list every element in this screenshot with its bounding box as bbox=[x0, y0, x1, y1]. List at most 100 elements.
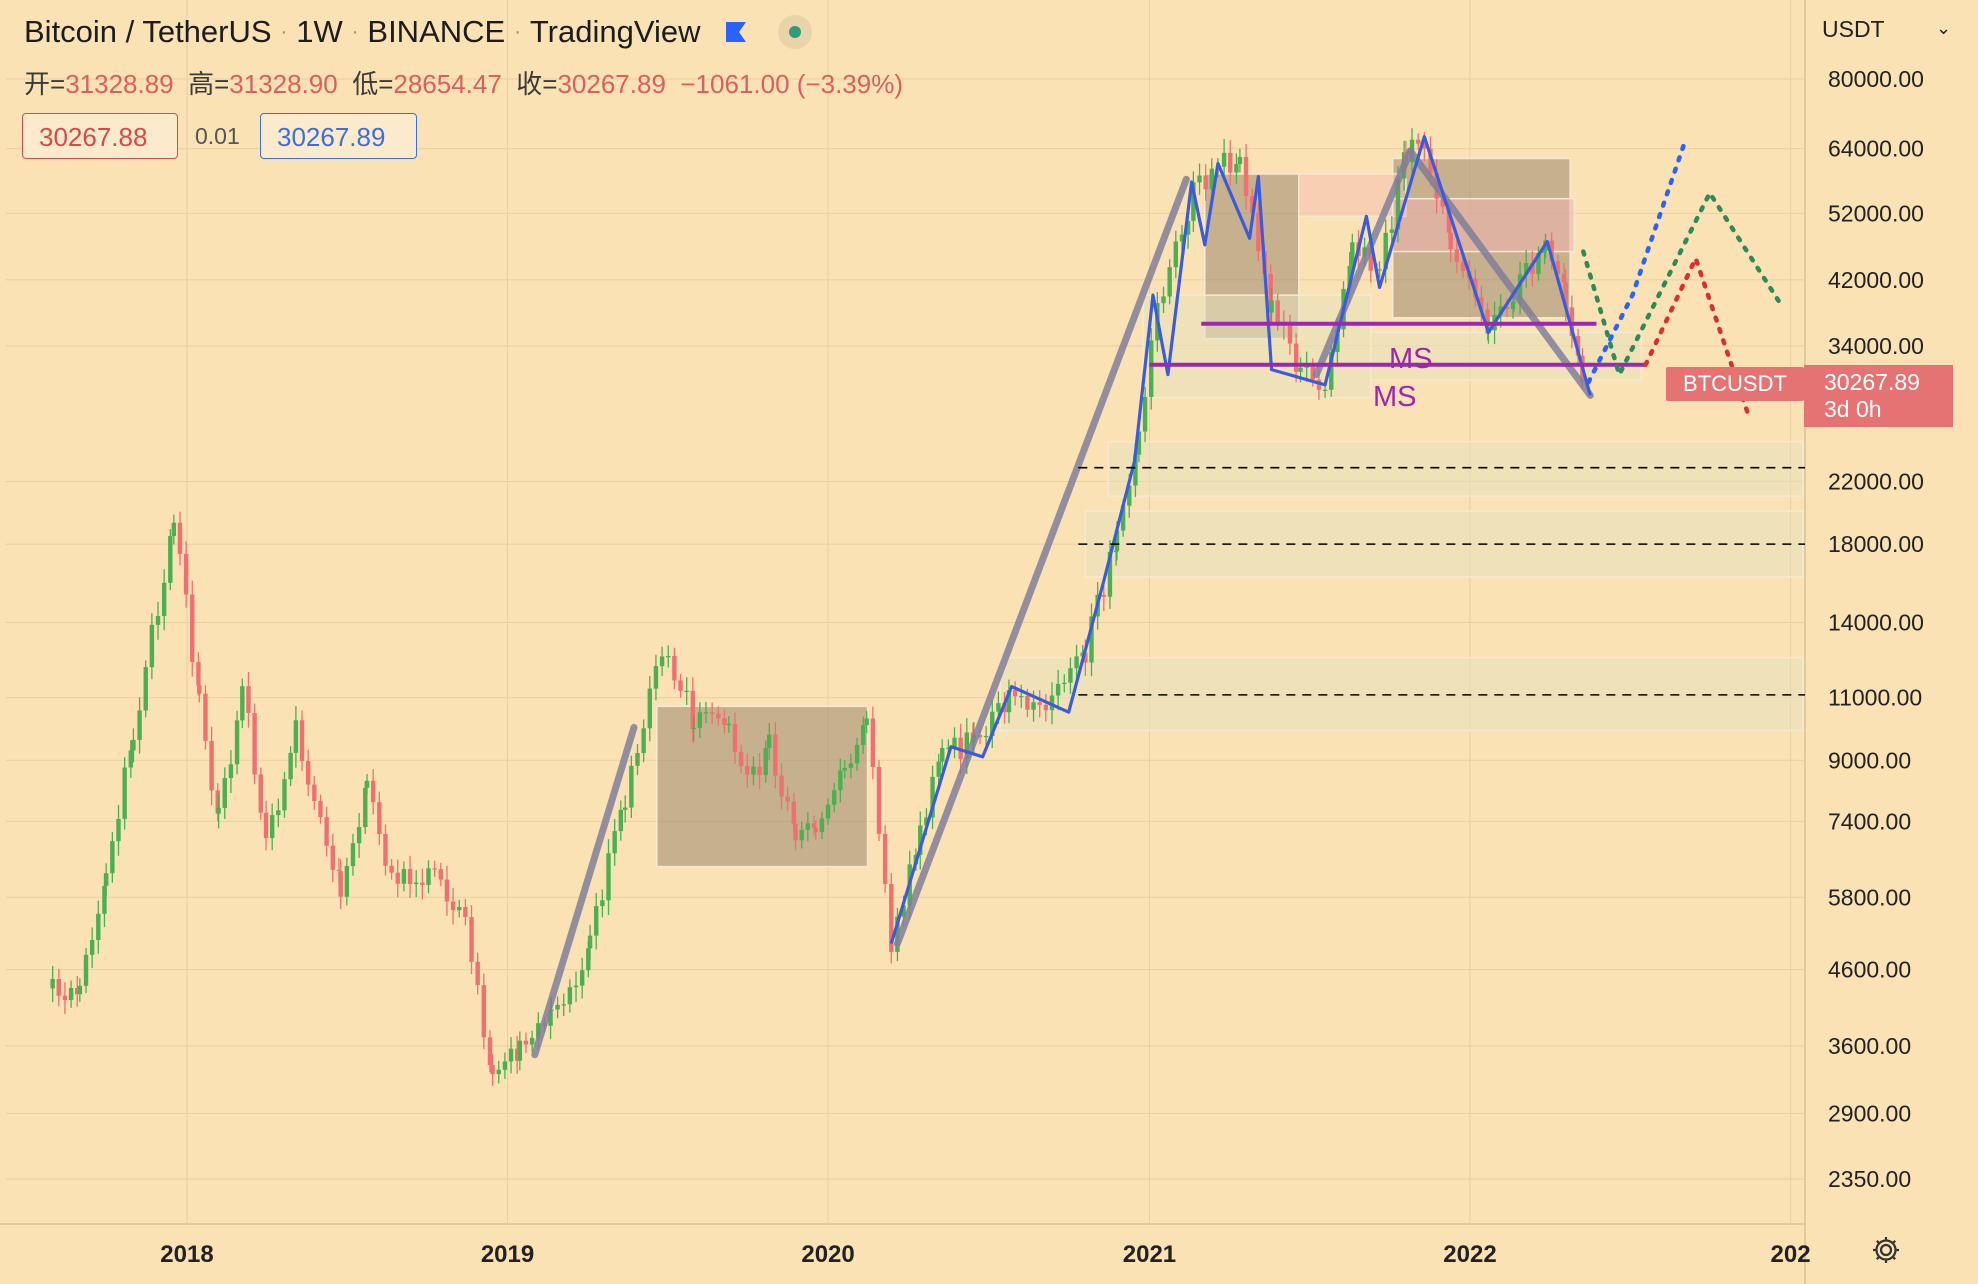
candle-body bbox=[918, 825, 923, 855]
candle-body bbox=[561, 1004, 566, 1006]
last-price-value: 30267.89 bbox=[1824, 369, 1920, 395]
flag-icon[interactable] bbox=[724, 20, 748, 44]
candle-body bbox=[324, 817, 329, 846]
candle-body bbox=[288, 752, 293, 780]
candle-body bbox=[216, 807, 221, 814]
candle-body bbox=[1237, 156, 1243, 165]
time-tick-label: 2019 bbox=[481, 1241, 534, 1268]
candle-body bbox=[122, 767, 127, 819]
gear-icon[interactable] bbox=[1870, 1234, 1902, 1266]
price-tick-label: 34000.00 bbox=[1828, 333, 1924, 359]
candle-body bbox=[1089, 616, 1094, 663]
candle-body bbox=[1454, 249, 1460, 263]
candle-body bbox=[1524, 263, 1529, 275]
candle-body bbox=[1293, 343, 1299, 372]
candle-body bbox=[1006, 690, 1012, 713]
candle-body bbox=[779, 775, 784, 797]
candle-body bbox=[508, 1048, 514, 1062]
candle-body bbox=[1395, 178, 1401, 230]
candle-body bbox=[623, 807, 628, 810]
candle-body bbox=[757, 766, 762, 776]
trend-line bbox=[1406, 147, 1594, 399]
candle-body bbox=[128, 750, 133, 768]
symbol-name[interactable]: Bitcoin / TetherUS bbox=[24, 14, 272, 49]
candle-body bbox=[389, 865, 394, 873]
candle-body bbox=[1268, 274, 1273, 313]
candle-body bbox=[1025, 695, 1030, 710]
candle-body bbox=[952, 737, 957, 748]
candle-body bbox=[1422, 143, 1427, 149]
candle-body bbox=[234, 720, 240, 765]
price-tick-label: 2350.00 bbox=[1828, 1166, 1911, 1192]
candle-body bbox=[75, 988, 80, 995]
candle-body bbox=[1043, 704, 1049, 711]
candle-body bbox=[726, 723, 732, 726]
candle-body bbox=[946, 747, 951, 749]
currency-selector[interactable]: USDT bbox=[1822, 16, 1885, 42]
candle-body bbox=[573, 985, 579, 988]
candle-body bbox=[209, 740, 214, 791]
candle-body bbox=[825, 804, 831, 819]
market-status-icon[interactable] bbox=[778, 15, 813, 49]
source-label: TradingView bbox=[529, 14, 701, 49]
candle-body bbox=[1083, 652, 1088, 663]
candle-body bbox=[647, 688, 652, 729]
candle-body bbox=[579, 970, 585, 986]
projection-path bbox=[1586, 143, 1686, 385]
candle-body bbox=[496, 1069, 501, 1075]
candle-body bbox=[1068, 668, 1073, 683]
candle-body bbox=[618, 809, 624, 832]
candle-body bbox=[763, 747, 768, 776]
candle-body bbox=[330, 845, 335, 870]
candle-body bbox=[1250, 196, 1255, 213]
candle-body bbox=[450, 901, 456, 911]
open-label: 开= bbox=[24, 69, 66, 99]
candle-body bbox=[1062, 682, 1067, 684]
time-tick-label: 2020 bbox=[801, 1241, 854, 1268]
candle-body bbox=[773, 734, 778, 776]
candle-body bbox=[819, 818, 825, 833]
candle-body bbox=[149, 624, 155, 668]
candle-body bbox=[50, 978, 55, 989]
candle-body bbox=[1347, 265, 1352, 289]
wave-line bbox=[889, 135, 1592, 945]
candle-body bbox=[155, 615, 161, 625]
candle-body bbox=[793, 823, 798, 841]
candle-body bbox=[487, 1037, 493, 1065]
candle-body bbox=[370, 780, 376, 803]
candle-body bbox=[964, 732, 970, 760]
candle-body bbox=[889, 884, 894, 952]
candle-body bbox=[1142, 396, 1148, 432]
candle-body bbox=[586, 948, 591, 971]
buy-button[interactable]: 30267.89 bbox=[260, 113, 417, 159]
candle-body bbox=[690, 690, 696, 730]
candle-body bbox=[555, 1004, 560, 1010]
price-tick-label: 3600.00 bbox=[1828, 1033, 1911, 1059]
ms-annotation-lower[interactable]: MS bbox=[1373, 381, 1417, 413]
interval-label[interactable]: 1W bbox=[296, 14, 343, 49]
candle-body bbox=[457, 906, 462, 911]
candle-body bbox=[536, 1023, 541, 1038]
exchange-label: BINANCE bbox=[367, 14, 506, 49]
candle-body bbox=[1269, 300, 1274, 313]
candle-body bbox=[246, 686, 251, 713]
chevron-down-icon[interactable]: ⌄ bbox=[1936, 18, 1952, 38]
sell-button[interactable]: 30267.88 bbox=[22, 113, 178, 159]
candle-body bbox=[983, 735, 989, 738]
candle-body bbox=[936, 761, 941, 777]
candle-body bbox=[96, 913, 101, 940]
ms-annotation-upper[interactable]: MS bbox=[1389, 343, 1433, 375]
candle-body bbox=[1191, 182, 1196, 221]
candle-body bbox=[263, 812, 269, 839]
candle-body bbox=[1563, 282, 1568, 308]
candle-body bbox=[338, 871, 343, 897]
candle-body bbox=[567, 987, 573, 1005]
candle-body bbox=[1415, 139, 1421, 144]
candle-body bbox=[1136, 431, 1142, 455]
candle-body bbox=[848, 763, 854, 768]
candle-body bbox=[190, 594, 195, 663]
candle-body bbox=[666, 655, 671, 658]
symbol-price-tag: BTCUSDT bbox=[1666, 367, 1804, 401]
